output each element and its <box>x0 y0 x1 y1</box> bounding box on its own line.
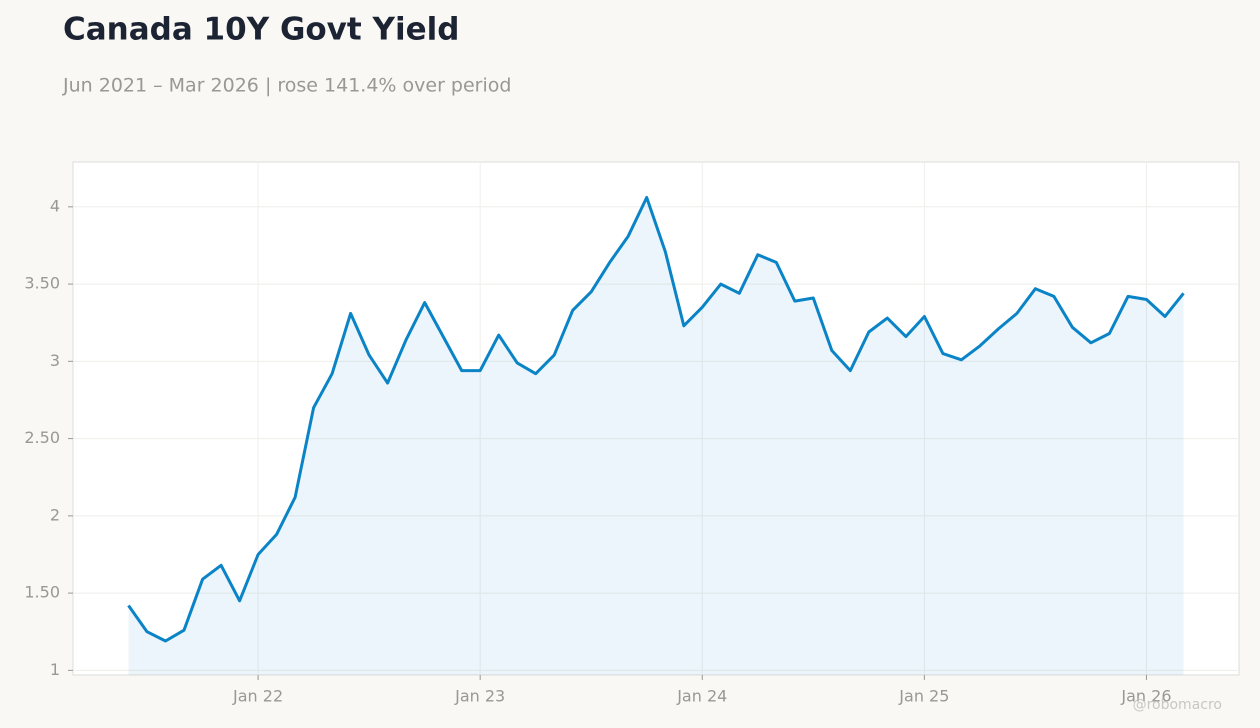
y-tick-label: 3.50 <box>24 274 60 293</box>
x-tick-label: Jan 25 <box>898 687 949 706</box>
chart-title: Canada 10Y Govt Yield <box>63 12 459 48</box>
chart-subtitle: Jun 2021 – Mar 2026 | rose 141.4% over p… <box>62 75 511 97</box>
y-tick-label: 2.50 <box>24 428 60 447</box>
y-tick-label: 3 <box>50 351 60 370</box>
x-tick-label: Jan 22 <box>232 687 283 706</box>
y-tick-label: 2 <box>50 505 60 524</box>
x-tick-label: Jan 26 <box>1120 687 1171 706</box>
x-tick-label: Jan 24 <box>676 687 727 706</box>
line <box>127 196 1185 643</box>
x-tick-label: Jan 23 <box>454 687 505 706</box>
area <box>128 197 1184 675</box>
y-tick-label: 1.50 <box>24 583 60 602</box>
watermark: @robomacro <box>1133 697 1222 713</box>
y-tick-label: 4 <box>50 196 60 215</box>
plot-area <box>72 161 1240 676</box>
y-tick-label: 1 <box>50 660 60 679</box>
